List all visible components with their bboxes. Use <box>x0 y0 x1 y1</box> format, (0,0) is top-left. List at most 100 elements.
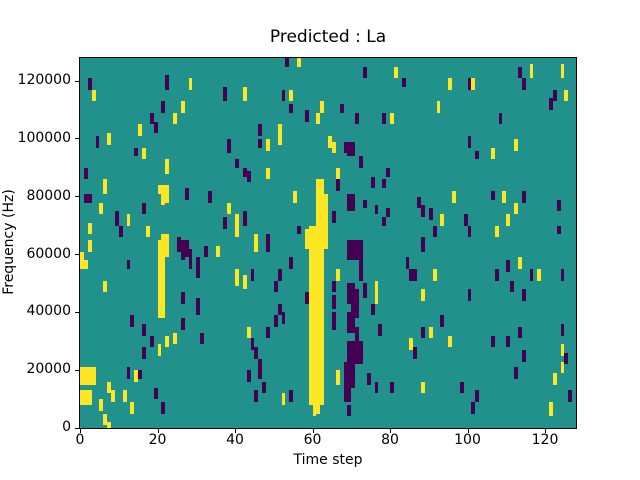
heatmap-cell <box>471 78 476 90</box>
x-tick-label: 60 <box>303 432 322 448</box>
heatmap-cell <box>502 190 507 203</box>
heatmap-cell <box>99 202 104 215</box>
heatmap-cell <box>436 101 441 113</box>
heatmap-cell <box>83 390 88 405</box>
y-tick-label: 0 <box>62 419 71 435</box>
heatmap-cell <box>161 101 166 113</box>
heatmap-cell <box>254 234 259 252</box>
heatmap-cell <box>304 110 309 122</box>
heatmap-cell <box>297 225 301 235</box>
heatmap-cell <box>490 147 495 160</box>
heatmap-cell <box>355 326 359 365</box>
heatmap-cell <box>87 222 92 235</box>
heatmap-cell <box>289 104 294 113</box>
heatmap-cell <box>320 101 325 113</box>
heatmap-cell <box>107 381 111 394</box>
heatmap-cell <box>200 332 204 345</box>
heatmap-cell <box>227 138 232 154</box>
heatmap-cell <box>87 367 92 385</box>
heatmap-cell <box>475 390 480 402</box>
heatmap-cell <box>149 335 154 348</box>
heatmap-cell <box>87 240 92 252</box>
y-tick-label: 120000 <box>17 72 71 89</box>
heatmap-cell <box>266 326 270 339</box>
heatmap-cell <box>355 240 359 261</box>
y-tick-label: 80000 <box>26 187 71 204</box>
heatmap-cell <box>165 185 170 203</box>
heatmap-cell <box>118 225 123 238</box>
heatmap-cell <box>564 89 569 102</box>
heatmap-cell <box>122 390 127 402</box>
heatmap-cell <box>440 214 445 226</box>
heatmap-cell <box>339 104 344 113</box>
y-tick-label: 40000 <box>26 303 71 320</box>
heatmap-cell <box>421 289 425 301</box>
heatmap-cell <box>149 112 154 125</box>
heatmap-cell <box>83 260 88 270</box>
heatmap-cell <box>568 390 573 402</box>
heatmap-cell <box>359 341 363 365</box>
heatmap-cell <box>560 323 565 336</box>
heatmap-cell <box>560 361 565 374</box>
heatmap-cell <box>347 341 352 402</box>
heatmap-cell <box>207 190 212 203</box>
heatmap-cell <box>289 390 294 402</box>
heatmap-cell <box>428 326 433 339</box>
heatmap-cell <box>374 381 379 394</box>
heatmap-cell <box>517 66 522 79</box>
heatmap-cell <box>277 303 282 316</box>
chart-title: Predicted : La <box>269 27 387 47</box>
heatmap-cell <box>393 66 398 79</box>
y-tick-mark <box>75 138 79 140</box>
x-tick-label: 80 <box>381 432 399 448</box>
heatmap-cell <box>266 138 270 151</box>
heatmap-cell <box>409 269 414 281</box>
heatmap-cell <box>157 344 162 356</box>
heatmap-cell <box>386 208 390 217</box>
y-tick-mark <box>75 196 79 198</box>
heatmap-cell <box>552 89 557 102</box>
heatmap-cell <box>165 75 170 90</box>
heatmap-cell <box>351 341 356 388</box>
heatmap-cell <box>324 193 328 249</box>
heatmap-cell <box>242 167 247 177</box>
heatmap-cell <box>382 216 387 226</box>
heatmap-cell <box>560 344 565 356</box>
heatmap-cell <box>250 269 255 281</box>
heatmap-cell <box>421 205 425 217</box>
heatmap-cell <box>223 216 228 229</box>
heatmap-cell <box>304 292 309 304</box>
heatmap-cell <box>258 358 263 379</box>
heatmap-cell <box>130 315 135 327</box>
heatmap-cell <box>161 234 166 319</box>
heatmap-cell <box>184 240 189 258</box>
heatmap-cell <box>161 401 166 414</box>
heatmap-cell <box>362 199 367 209</box>
heatmap-cell <box>258 124 263 137</box>
heatmap-cell <box>347 141 352 157</box>
heatmap-cell <box>227 202 232 215</box>
heatmap-cell <box>494 269 499 281</box>
heatmap-cell <box>87 390 92 405</box>
heatmap-cell <box>83 167 88 180</box>
heatmap-cell <box>413 269 418 281</box>
heatmap-cell <box>277 269 282 281</box>
heatmap-cell <box>254 390 259 402</box>
heatmap-cell <box>285 58 290 67</box>
heatmap-cell <box>153 387 158 400</box>
heatmap-cell <box>246 370 251 382</box>
heatmap-cell <box>180 101 185 113</box>
heatmap-cell <box>421 381 425 394</box>
heatmap-cell <box>250 338 255 350</box>
heatmap-cell <box>246 170 251 183</box>
heatmap-cell <box>374 280 379 304</box>
heatmap-cell <box>331 280 336 293</box>
heatmap-cell <box>273 315 278 327</box>
heatmap-cell <box>293 190 297 203</box>
heatmap-cell <box>335 179 340 191</box>
heatmap-cell <box>87 193 92 203</box>
heatmap-cell <box>289 257 294 270</box>
heatmap-cell <box>514 138 518 151</box>
heatmap-cell <box>107 133 111 145</box>
heatmap-cell <box>126 367 131 379</box>
